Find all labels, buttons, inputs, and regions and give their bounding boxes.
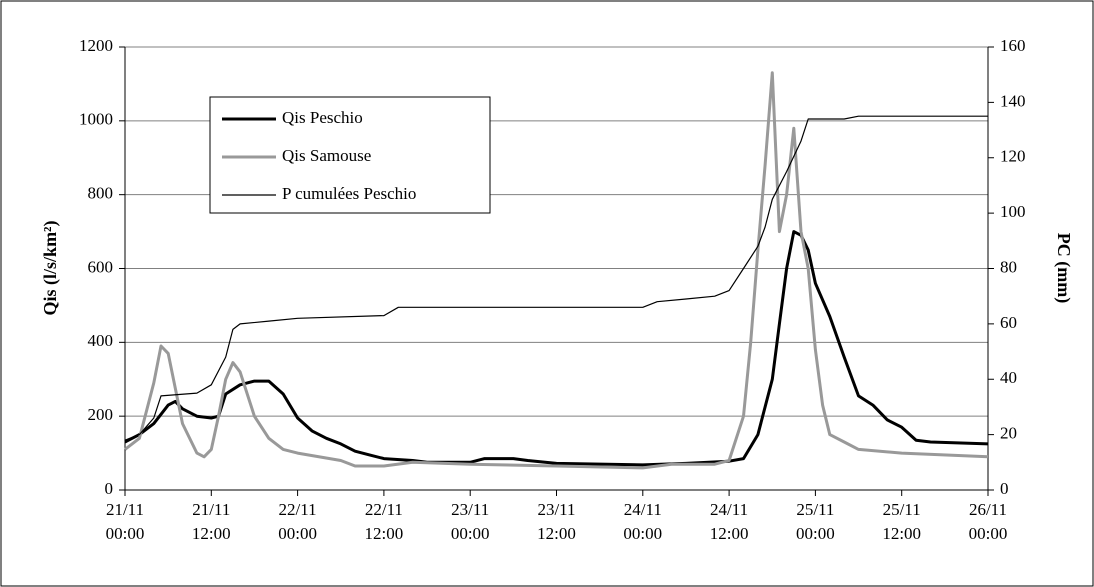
legend-label: P cumulées Peschio (282, 184, 416, 203)
y-tick-label: 200 (88, 405, 114, 424)
x-tick-label: 21/11 00:00 (105, 500, 145, 543)
y2-axis-label: PC (mm) (1053, 233, 1074, 303)
x-tick-label: 25/11 00:00 (796, 500, 835, 543)
x-tick-label: 22/11 00:00 (278, 500, 317, 543)
x-tick-label: 24/11 00:00 (623, 500, 663, 543)
x-tick-label: 23/11 12:00 (537, 500, 576, 543)
legend-label: Qis Peschio (282, 108, 363, 127)
x-tick-label: 24/11 12:00 (709, 500, 749, 543)
series-line (124, 230, 989, 467)
y-tick-label: 0 (105, 479, 114, 498)
y2-tick-label: 100 (1000, 202, 1026, 221)
y2-tick-label: 20 (1000, 424, 1017, 443)
y2-tick-label: 160 (1000, 36, 1026, 55)
legend-box (209, 96, 491, 214)
series-line (124, 115, 988, 441)
series-line (124, 71, 989, 470)
x-tick-label: 25/11 12:00 (882, 500, 922, 543)
x-tick-label: 26/11 00:00 (968, 500, 1008, 543)
y-axis-label: Qis (l/s/km²) (40, 221, 61, 316)
y2-tick-label: 140 (1000, 91, 1026, 110)
x-tick-label: 21/11 12:00 (191, 500, 231, 543)
y-tick-label: 600 (88, 257, 114, 276)
y2-tick-label: 120 (1000, 147, 1026, 166)
x-tick-label: 23/11 00:00 (450, 500, 490, 543)
y2-tick-label: 80 (1000, 257, 1017, 276)
y2-tick-label: 0 (1000, 479, 1009, 498)
x-tick-label: 22/11 12:00 (364, 500, 404, 543)
y-tick-label: 800 (88, 184, 114, 203)
y-tick-label: 400 (88, 331, 114, 350)
y2-tick-label: 40 (1000, 368, 1017, 387)
legend-label: Qis Samouse (282, 146, 371, 165)
y-tick-label: 1000 (79, 110, 113, 129)
y-tick-label: 1200 (79, 36, 113, 55)
y2-tick-label: 60 (1000, 313, 1017, 332)
